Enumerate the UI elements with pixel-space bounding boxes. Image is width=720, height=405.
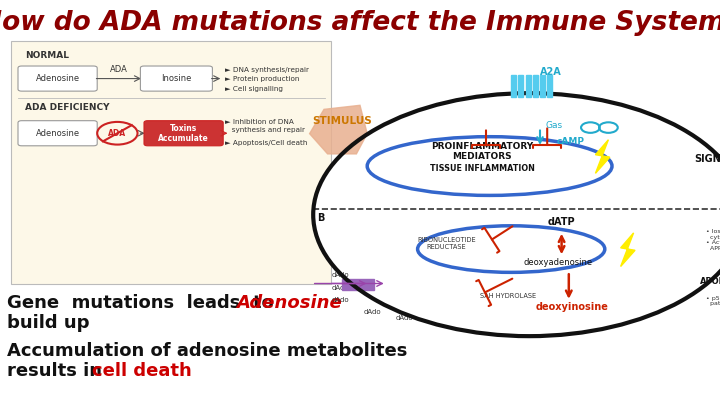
- Bar: [540, 75, 545, 97]
- Text: Adenosine: Adenosine: [35, 74, 80, 83]
- Text: NORMAL: NORMAL: [25, 51, 69, 60]
- FancyBboxPatch shape: [144, 121, 223, 146]
- Text: ► DNA synthesis/repair: ► DNA synthesis/repair: [225, 67, 310, 72]
- Text: cAMP: cAMP: [557, 137, 585, 146]
- Text: dAdo: dAdo: [364, 309, 381, 315]
- Text: synthesis and repair: synthesis and repair: [225, 127, 305, 132]
- Text: APOPTOSIS: APOPTOSIS: [701, 277, 720, 286]
- Text: ADA: ADA: [108, 129, 127, 138]
- Text: results in: results in: [7, 362, 109, 380]
- Text: ► Inhibition of DNA: ► Inhibition of DNA: [225, 119, 294, 124]
- Text: RIBONUCLEOTIDE
REDUCTASE: RIBONUCLEOTIDE REDUCTASE: [417, 237, 476, 250]
- Text: ADA: ADA: [110, 65, 127, 74]
- Text: A2A: A2A: [540, 67, 562, 77]
- Text: deoxyinosine: deoxyinosine: [536, 302, 609, 312]
- Text: PROINFLAMMATORY: PROINFLAMMATORY: [431, 142, 534, 151]
- Bar: [547, 75, 552, 97]
- Polygon shape: [621, 233, 635, 266]
- Text: STIMULUS: STIMULUS: [312, 115, 372, 126]
- Bar: [518, 75, 523, 97]
- Text: ► Apoptosis/Cell death: ► Apoptosis/Cell death: [225, 140, 307, 145]
- Polygon shape: [310, 105, 367, 154]
- Text: Inosine: Inosine: [161, 74, 192, 83]
- Text: • loss of
  cytochrome C
• Activation at
  APR-1: • loss of cytochrome C • Activation at A…: [706, 229, 720, 251]
- FancyBboxPatch shape: [18, 121, 97, 146]
- FancyBboxPatch shape: [18, 66, 97, 91]
- Text: dAdo: dAdo: [331, 273, 348, 278]
- Text: dAdo: dAdo: [331, 297, 348, 303]
- Text: dATP: dATP: [548, 217, 575, 227]
- Bar: [511, 75, 516, 97]
- Text: Toxins
Accumulate: Toxins Accumulate: [158, 124, 209, 143]
- Text: dAdo: dAdo: [396, 315, 413, 321]
- Text: dAdo: dAdo: [331, 285, 348, 290]
- Bar: [533, 75, 538, 97]
- Text: ► Cell signalling: ► Cell signalling: [225, 86, 284, 92]
- Text: build up: build up: [7, 314, 90, 332]
- Text: Adenosine: Adenosine: [35, 129, 80, 138]
- FancyBboxPatch shape: [11, 40, 331, 284]
- Text: cell death: cell death: [92, 362, 192, 380]
- Text: How do ADA mutations affect the Immune System?: How do ADA mutations affect the Immune S…: [0, 10, 720, 36]
- Text: Gene  mutations  leads  to: Gene mutations leads to: [7, 294, 287, 311]
- Text: SAH HYDROLASE: SAH HYDROLASE: [480, 293, 536, 298]
- Text: SIGNALLING: SIGNALLING: [694, 154, 720, 164]
- Text: Adenosine: Adenosine: [236, 294, 342, 311]
- Polygon shape: [595, 140, 610, 173]
- Text: • p53 apoptosis
  pathway: • p53 apoptosis pathway: [706, 296, 720, 307]
- Text: B: B: [317, 213, 324, 223]
- Text: Accumulation of adenosine metabolites: Accumulation of adenosine metabolites: [7, 342, 408, 360]
- Text: MEDIATORS: MEDIATORS: [453, 152, 512, 161]
- Bar: [526, 75, 531, 97]
- Text: ► Protein production: ► Protein production: [225, 77, 300, 82]
- Text: ADA DEFICIENCY: ADA DEFICIENCY: [25, 103, 109, 112]
- Text: Gas: Gas: [546, 121, 563, 130]
- Text: deoxyadenosine: deoxyadenosine: [523, 258, 593, 267]
- Circle shape: [313, 93, 720, 336]
- FancyBboxPatch shape: [140, 66, 212, 91]
- Text: TISSUE INFLAMMATION: TISSUE INFLAMMATION: [430, 164, 535, 173]
- Bar: [342, 279, 374, 290]
